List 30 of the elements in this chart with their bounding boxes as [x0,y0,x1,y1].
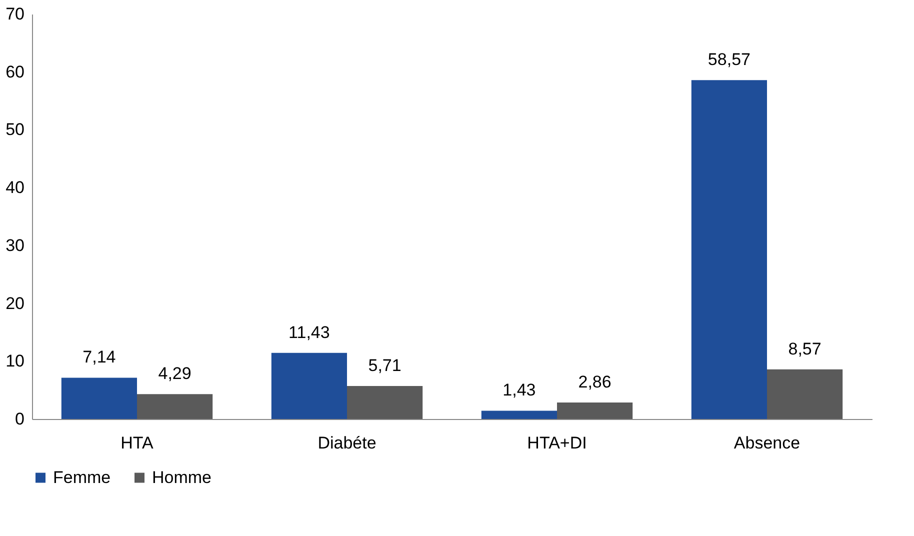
y-tick-label: 70 [6,4,24,24]
data-label: 1,43 [502,380,536,400]
bar [691,80,767,419]
data-label: 11,43 [288,322,330,342]
y-tick-label: 50 [6,120,24,140]
bar [767,369,843,419]
data-label: 5,71 [368,356,402,375]
data-label: 2,86 [578,372,612,392]
x-tick-label: HTA [120,434,154,452]
data-label: 7,14 [82,348,116,367]
bar [271,352,347,419]
bar [137,394,213,419]
y-tick-label: 20 [6,294,24,313]
bar [481,410,557,419]
y-tick-label: 60 [6,62,24,82]
data-label: 4,29 [158,364,192,384]
bar [61,378,137,419]
y-tick-label: 0 [15,410,24,428]
data-label: 8,57 [788,339,822,358]
x-tick-label: Absence [734,434,800,452]
data-label: 58,57 [708,50,750,70]
y-tick-label: 10 [6,352,24,371]
legend-label: Homme [152,468,212,487]
bar [347,386,423,419]
bar [557,402,633,419]
y-tick-label: 30 [6,236,24,255]
x-tick-label: HTA+DI [527,434,587,452]
legend-label: Femme [53,468,111,487]
y-tick-label: 40 [6,178,24,198]
x-tick-label: Diabéte [318,434,376,452]
